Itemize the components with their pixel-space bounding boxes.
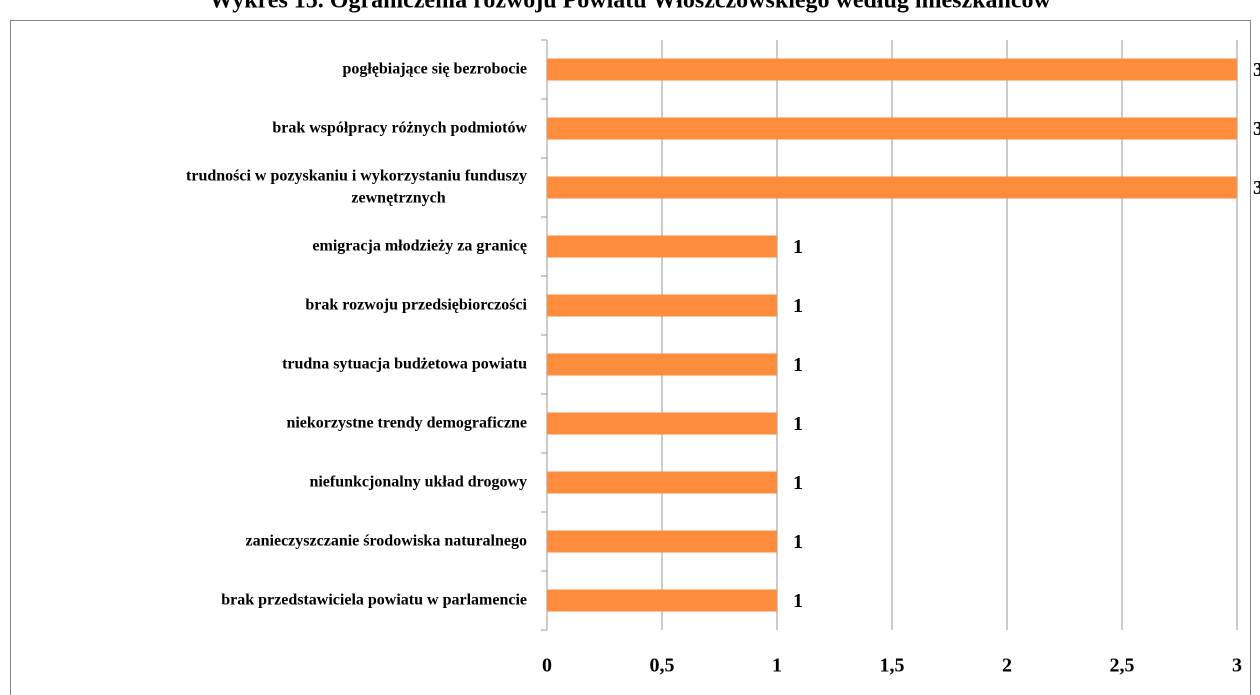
y-tick-label: trudności w pozyskaniu i wykorzystaniu f… (186, 167, 527, 206)
value-label: 3 (1253, 118, 1260, 140)
value-label: 1 (793, 295, 803, 317)
value-label: 1 (793, 354, 803, 376)
y-tick-label: brak współpracy różnych podmiotów (272, 119, 527, 136)
x-tick-label: 1,5 (880, 655, 905, 677)
value-label: 1 (793, 590, 803, 612)
y-tick-label: niekorzystne trendy demograficzne (286, 414, 527, 431)
y-tick-label: emigracja młodzieży za granicę (312, 237, 527, 254)
bar (547, 117, 1237, 140)
value-label: 1 (793, 236, 803, 258)
y-tick-label: brak rozwoju przedsiębiorczości (305, 296, 527, 313)
x-tick-label: 2 (1002, 655, 1012, 677)
x-tick-label: 1 (772, 655, 782, 677)
y-tick-label: brak przedstawiciela powiatu w parlamenc… (221, 591, 527, 608)
bar (547, 589, 777, 612)
y-tick-label: pogłębiające się bezrobocie (342, 60, 527, 77)
bar (547, 530, 777, 553)
y-tick-label: niefunkcjonalny układ drogowy (309, 473, 527, 490)
bar (547, 58, 1237, 81)
x-tick-label: 3 (1232, 655, 1242, 677)
x-tick-label: 2,5 (1110, 655, 1135, 677)
bar (547, 294, 777, 317)
value-label: 1 (793, 531, 803, 553)
bar (547, 471, 777, 494)
bar (547, 235, 777, 258)
chart-title: Wykres 15. Ograniczenia rozwoju Powiatu … (209, 0, 1051, 14)
bar (547, 176, 1237, 199)
value-label: 3 (1253, 59, 1260, 81)
value-label: 1 (793, 413, 803, 435)
bar (547, 412, 777, 435)
x-tick-label: 0,5 (650, 655, 675, 677)
y-tick-label: trudna sytuacja budżetowa powiatu (282, 355, 527, 372)
value-label: 3 (1253, 177, 1260, 199)
value-label: 1 (793, 472, 803, 494)
bar (547, 353, 777, 376)
y-tick-label: zanieczyszczanie środowiska naturalnego (246, 532, 527, 549)
x-tick-label: 0 (542, 655, 552, 677)
